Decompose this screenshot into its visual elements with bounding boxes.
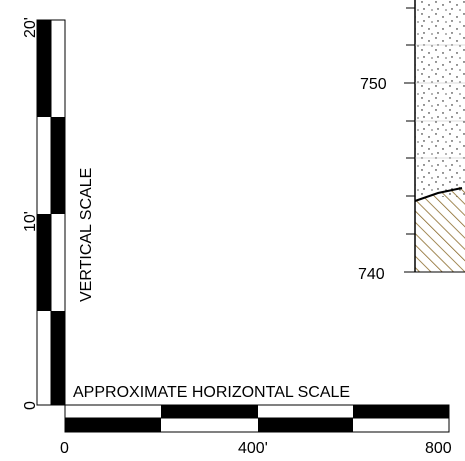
hscale-tick-400: 400' [238, 440, 268, 456]
contact-line [414, 187, 463, 202]
vertical-scale-bar [36, 19, 66, 406]
horizontal-scale-label: APPROXIMATE HORIZONTAL SCALE [73, 384, 350, 401]
vscale-left-block-1 [37, 20, 51, 117]
hatched-unit [415, 186, 465, 272]
vscale-tick-20: 20' [22, 17, 39, 38]
vscale-left-block-2 [37, 214, 51, 311]
hscale-top-block-2 [353, 405, 449, 418]
horizontal-scale-bar [64, 404, 450, 433]
hscale-top-block-1 [161, 405, 258, 418]
elevation-column [404, 0, 465, 273]
hscale-tick-0: 0 [60, 440, 69, 456]
vscale-right-block-1 [51, 117, 65, 214]
elevation-label-750: 750 [360, 76, 387, 93]
hscale-bottom-block-2 [258, 418, 353, 432]
vscale-tick-0: 0 [22, 401, 39, 410]
vscale-tick-10: 10' [22, 211, 39, 232]
hscale-bottom-block-1 [65, 418, 161, 432]
elevation-label-740: 740 [358, 266, 385, 283]
sand-unit [415, 0, 465, 197]
vertical-scale-label: VERTICAL SCALE [78, 168, 95, 302]
vscale-right-block-2 [51, 311, 65, 405]
hscale-tick-800: 800 [425, 440, 452, 456]
